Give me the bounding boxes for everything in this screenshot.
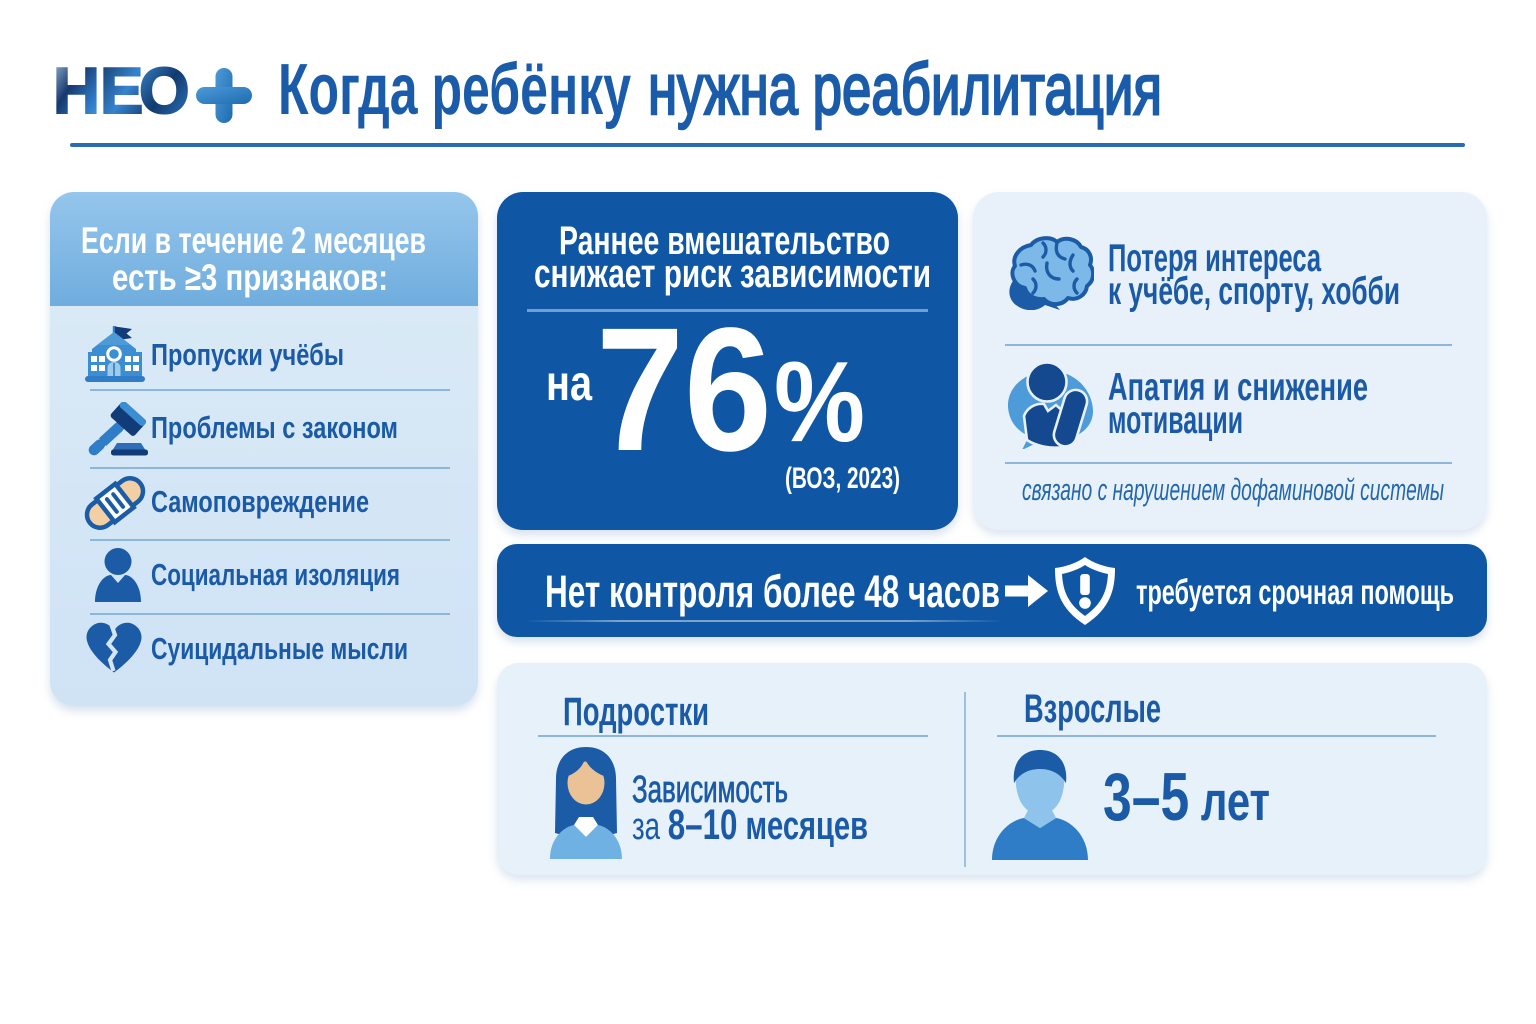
svg-text:Е: Е (100, 60, 143, 124)
svg-text:О: О (139, 60, 190, 124)
svg-text:Н: Н (53, 60, 100, 124)
